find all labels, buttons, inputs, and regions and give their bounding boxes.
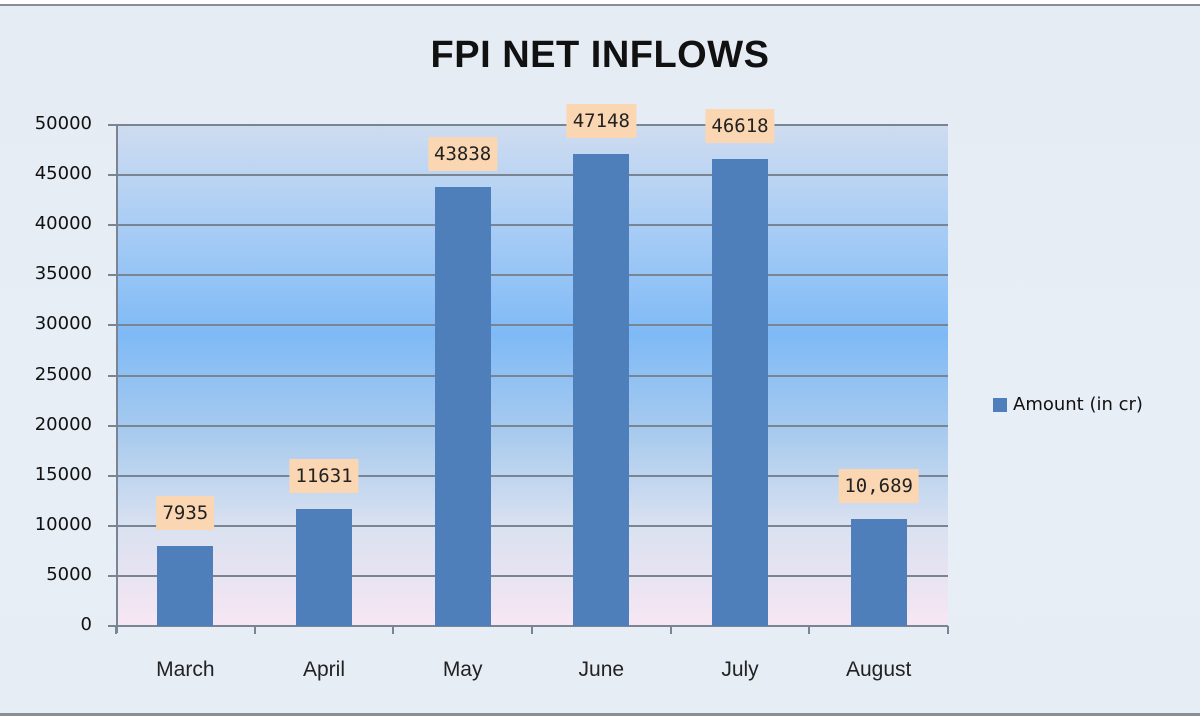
data-label: 7935	[156, 496, 215, 531]
chart-title: FPI NET INFLOWS	[430, 34, 770, 76]
legend-swatch-icon	[993, 397, 1007, 412]
gridline	[108, 174, 948, 177]
x-tick-label: July	[721, 658, 759, 681]
gridline	[108, 374, 948, 377]
y-tick-label: 30000	[34, 313, 92, 335]
data-label: 43838	[428, 136, 498, 171]
gridline	[108, 424, 948, 427]
x-tick-label: April	[302, 658, 346, 681]
x-tick-label: May	[442, 658, 483, 681]
gridline	[108, 124, 948, 126]
x-tickmark	[808, 626, 811, 634]
data-label: 11631	[289, 459, 359, 494]
bar-august	[850, 518, 907, 626]
y-axis-line	[116, 125, 118, 633]
y-tick-label: 45000	[34, 163, 92, 185]
data-label: 10,689	[838, 468, 919, 503]
x-tickmark	[115, 626, 117, 634]
y-tick-label: 20000	[34, 413, 92, 435]
y-tick-label: 35000	[34, 263, 92, 285]
gridline	[108, 625, 948, 627]
x-tick-label: March	[156, 658, 215, 681]
data-label: 47148	[566, 103, 636, 138]
x-tick-label: June	[578, 658, 625, 681]
y-tick-label: 25000	[34, 363, 92, 385]
bar-may	[434, 186, 491, 626]
gridline	[108, 274, 948, 277]
bar-april	[296, 509, 352, 626]
gridline	[108, 324, 948, 327]
x-tick-label: August	[845, 658, 912, 681]
data-label: 46618	[705, 108, 775, 143]
y-tick-label: 15000	[34, 463, 92, 485]
x-tickmark	[947, 626, 949, 634]
x-tickmark	[531, 626, 533, 634]
x-tickmark	[253, 626, 256, 634]
y-tick-label: 10000	[34, 513, 92, 535]
x-tickmark	[669, 626, 672, 634]
y-tick-label: 40000	[34, 213, 92, 235]
gridline	[108, 524, 948, 527]
y-tick-label: 5000	[46, 563, 92, 585]
legend-label: Amount (in cr)	[1013, 394, 1143, 415]
gridline	[108, 574, 948, 577]
legend: Amount (in cr)	[993, 394, 1143, 415]
bar-july	[712, 158, 768, 626]
y-tick-label: 50000	[34, 113, 92, 134]
gridline	[108, 474, 948, 477]
bar-march	[157, 546, 214, 626]
bar-june	[573, 153, 630, 626]
y-tick-label: 0	[80, 614, 92, 635]
gridline	[108, 224, 948, 227]
x-tickmark	[392, 626, 395, 634]
